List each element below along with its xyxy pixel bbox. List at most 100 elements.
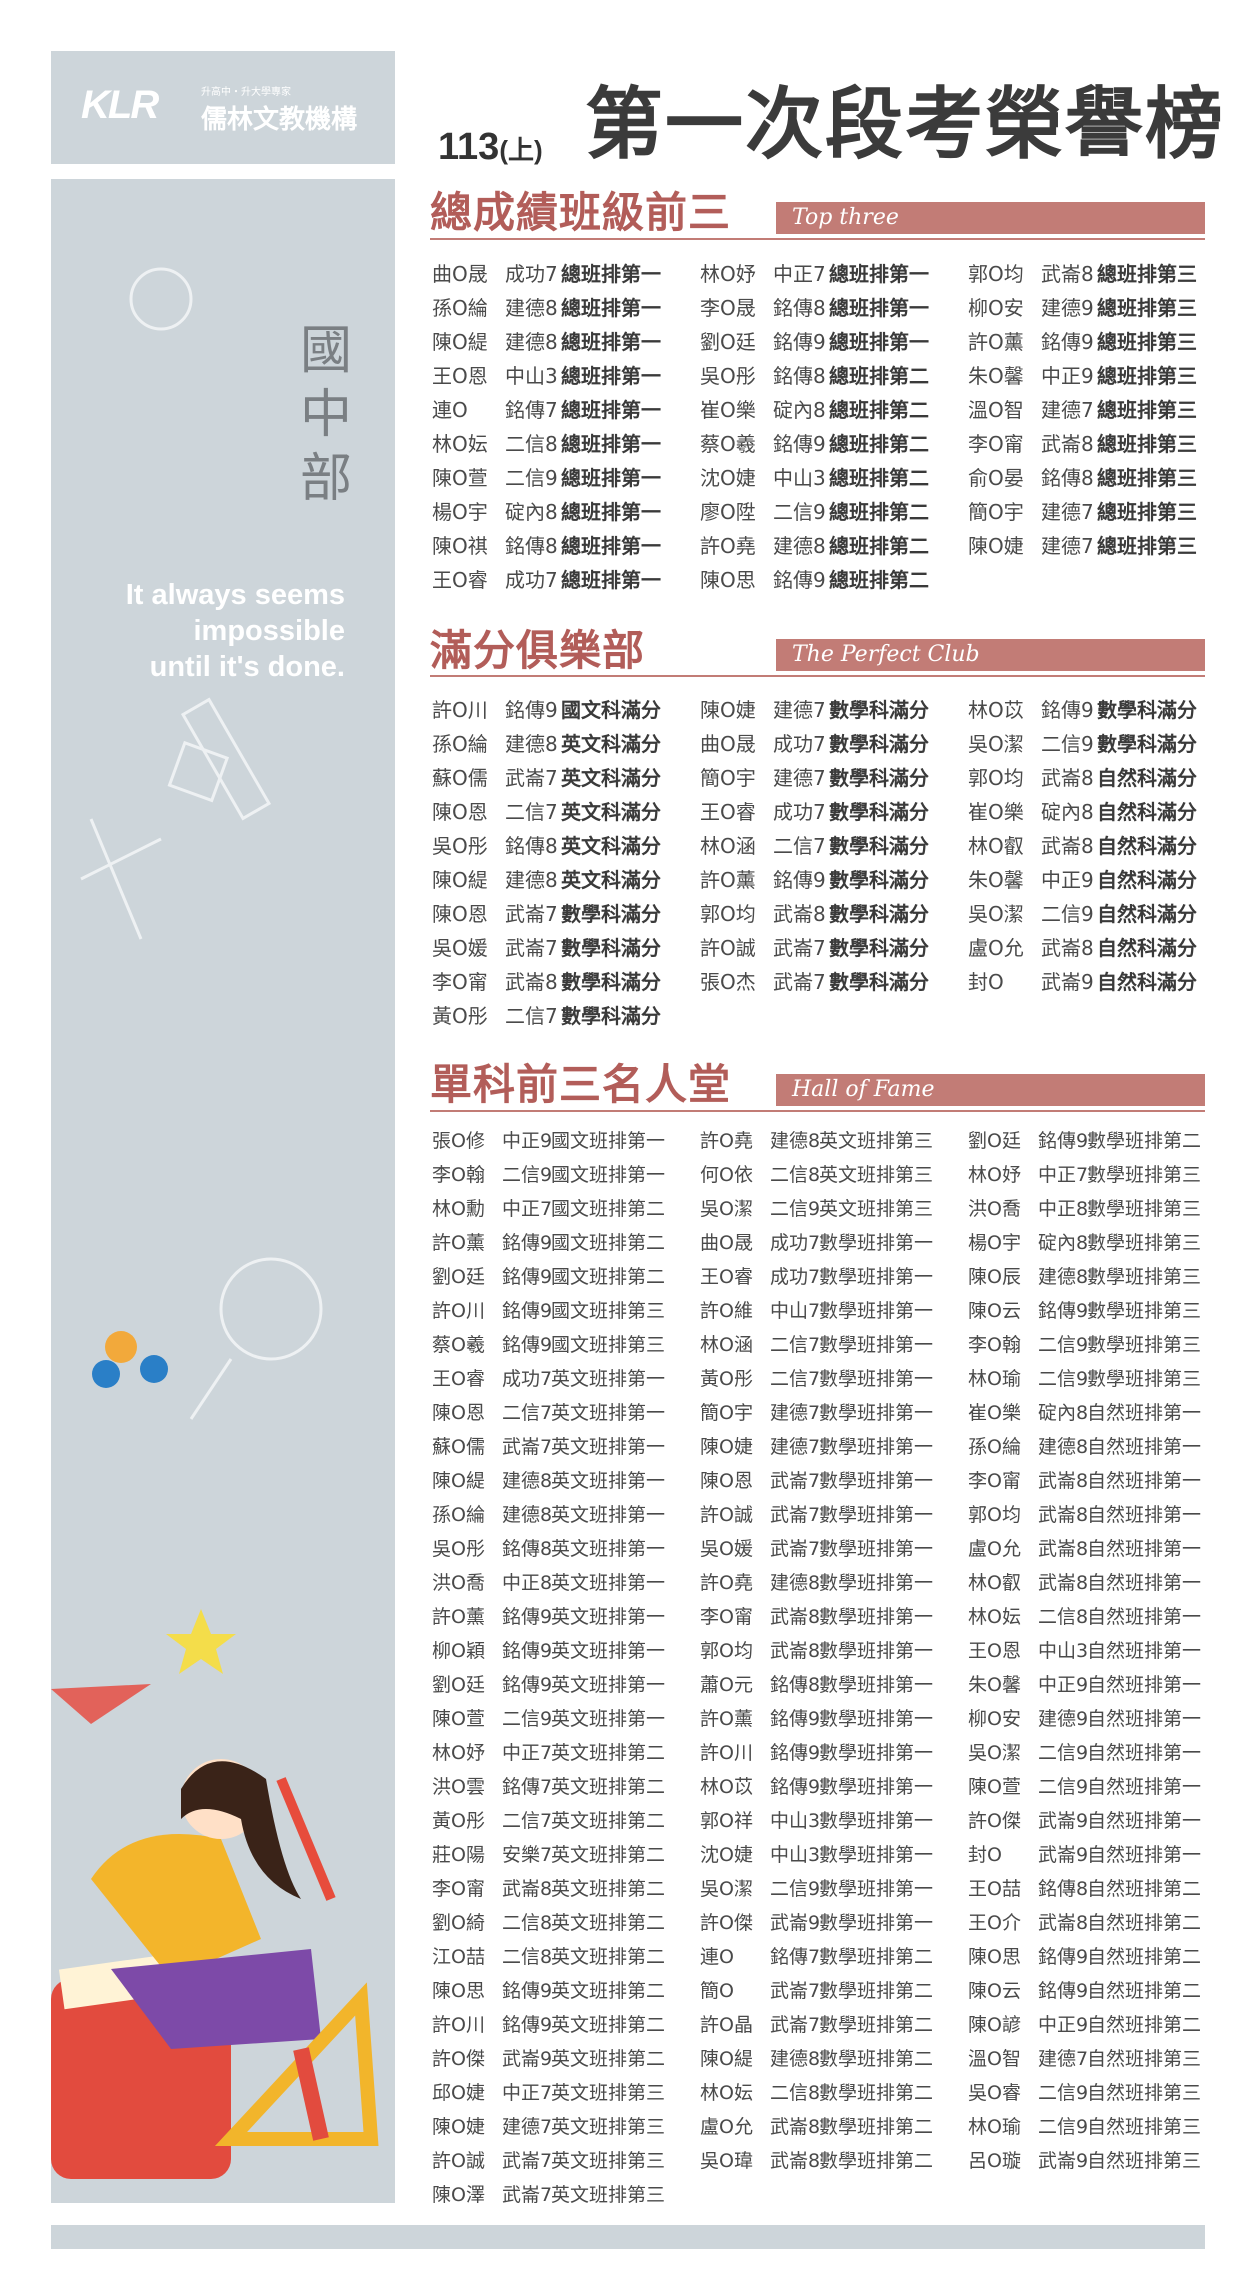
rank-label: 總班排第二	[829, 397, 929, 422]
list-item: 沈O婕 中山3 總班排第二	[700, 459, 968, 493]
student-name: 林O苡	[700, 1775, 753, 1798]
rank-label: 總班排第一	[561, 295, 661, 320]
list-item: 許O薰 銘傳9 數學科滿分	[700, 861, 968, 895]
student-name: 王O睿	[700, 799, 756, 824]
list-item: 崔O樂 碇內8 自然班排第一	[968, 1394, 1236, 1428]
school-class: 武崙8	[1041, 261, 1094, 286]
rank-label: 自然班排第一	[1087, 1605, 1202, 1628]
rank-label: 總班排第一	[561, 397, 661, 422]
student-name: 柳O安	[968, 1707, 1021, 1730]
list-item: 吳O睿 二信9 自然班排第三	[968, 2074, 1236, 2108]
bottom-bar	[51, 2225, 1205, 2249]
student-name: 崔O樂	[700, 397, 756, 422]
list-item: 劉O廷 銘傳9 總班排第一	[700, 323, 968, 357]
school-class: 建德8	[502, 1469, 553, 1492]
list-item: 陳O恩 二信7 英文班排第一	[432, 1394, 700, 1428]
school-class: 建德8	[1038, 1435, 1089, 1458]
rank-label: 數學班排第二	[819, 2081, 934, 2104]
rank-label: 英文班排第二	[551, 1979, 666, 2002]
student-name: 林O瑜	[968, 2115, 1021, 2138]
school-class: 成功7	[505, 567, 558, 592]
rank-label: 數學班排第三	[1087, 1367, 1202, 1390]
list-item: 陳O思 銘傳9 自然班排第二	[968, 1938, 1236, 1972]
list-item: 陳O云 銘傳9 數學班排第三	[968, 1292, 1236, 1326]
student-name: 李O甯	[968, 1469, 1021, 1492]
list-item: 盧O允 武崙8 自然班排第一	[968, 1530, 1236, 1564]
rank-label: 自然班排第三	[1087, 2115, 1202, 2138]
student-name: 郭O祥	[700, 1809, 753, 1832]
school-class: 銘傳9	[502, 2013, 553, 2036]
student-name: 許O川	[432, 2013, 485, 2036]
student-name: 許O晶	[700, 2013, 753, 2036]
student-name: 劉O廷	[700, 329, 756, 354]
student-name: 王O睿	[432, 567, 488, 592]
school-class: 建德8	[770, 1129, 821, 1152]
school-class: 二信9	[773, 499, 826, 524]
rank-label: 總班排第三	[1097, 261, 1197, 286]
school-class: 武崙9	[770, 1911, 821, 1934]
list-column: 郭O均 武崙8 總班排第三 柳O安 建德9 總班排第三 許O薰 銘傳9 總班排第三 朱O馨 中正9 總…	[968, 255, 1236, 595]
school-class: 二信7	[505, 1003, 558, 1028]
list-item: 王O喆 銘傳8 自然班排第二	[968, 1870, 1236, 1904]
student-name: 許O薰	[432, 1231, 485, 1254]
student-name: 張O修	[432, 1129, 485, 1152]
school-class: 武崙9	[1041, 969, 1094, 994]
student-name: 陳O諺	[968, 2013, 1021, 2036]
school-class: 武崙7	[770, 1979, 821, 2002]
school-class: 建德8	[770, 2047, 821, 2070]
rank-label: 總班排第一	[561, 465, 661, 490]
student-name: 吳O睿	[968, 2081, 1021, 2104]
top-three-list: 曲O晟 成功7 總班排第一 孫O綸 建德8 總班排第一 陳O緹 建德8 總班排第一 王O恩 中山3 總…	[432, 255, 1236, 595]
student-name: 洪O喬	[432, 1571, 485, 1594]
student-name: 朱O馨	[968, 363, 1024, 388]
rank-label: 英文班排第一	[551, 1401, 666, 1424]
quote-line: until it's done.	[149, 651, 345, 683]
student-name: 黃O彤	[432, 1003, 488, 1028]
student-name: 吳O瑋	[700, 2149, 753, 2172]
rank-label: 總班排第二	[829, 499, 929, 524]
rank-label: 數學班排第一	[819, 1435, 934, 1458]
student-name: 許O薰	[968, 329, 1024, 354]
student-name: 吳O潔	[968, 901, 1024, 926]
school-class: 二信9	[1038, 1367, 1089, 1390]
list-item: 許O川 銘傳9 英文班排第二	[432, 2006, 700, 2040]
list-item: 黃O彤 二信7 數學科滿分	[432, 997, 700, 1031]
rank-label: 數學科滿分	[829, 867, 929, 892]
rank-label: 數學班排第二	[819, 2047, 934, 2070]
school-class: 武崙8	[1041, 431, 1094, 456]
rank-label: 自然班排第一	[1087, 1741, 1202, 1764]
list-item: 盧O允 武崙8 數學班排第二	[700, 2108, 968, 2142]
rank-label: 自然科滿分	[1097, 901, 1197, 926]
rank-label: 數學班排第一	[819, 1809, 934, 1832]
rank-label: 數學班排第一	[819, 1537, 934, 1560]
list-item: 吳O潔 二信9 自然班排第一	[968, 1734, 1236, 1768]
school-class: 武崙9	[502, 2047, 553, 2070]
student-name: 蘇O儒	[432, 1435, 485, 1458]
list-item: 許O誠 武崙7 數學科滿分	[700, 929, 968, 963]
list-item: 林O妤 中正7 數學班排第三	[968, 1156, 1236, 1190]
student-name: 陳O緹	[432, 329, 488, 354]
list-item: 許O川 銘傳9 數學班排第一	[700, 1734, 968, 1768]
list-item: 吳O潔 二信9 自然科滿分	[968, 895, 1236, 929]
list-item: 陳O思 銘傳9 總班排第二	[700, 561, 968, 595]
school-class: 銘傳9	[505, 697, 558, 722]
student-name: 林O涵	[700, 1333, 753, 1356]
school-class: 武崙7	[770, 1469, 821, 1492]
rank-label: 數學班排第一	[819, 1367, 934, 1390]
student-name: 何O依	[700, 1163, 753, 1186]
student-name: 柳O穎	[432, 1639, 485, 1662]
school-class: 武崙8	[1041, 833, 1094, 858]
list-item: 簡O宇 建德7 總班排第三	[968, 493, 1236, 527]
rank-label: 自然班排第二	[1087, 1979, 1202, 2002]
list-item: 郭O均 武崙8 數學科滿分	[700, 895, 968, 929]
rank-label: 數學科滿分	[561, 969, 661, 994]
rank-label: 數學班排第三	[1087, 1265, 1202, 1288]
list-item: 郭O均 武崙8 總班排第三	[968, 255, 1236, 289]
school-class: 二信8	[505, 431, 558, 456]
student-name: 吳O潔	[700, 1197, 753, 1220]
school-class: 武崙8	[773, 901, 826, 926]
list-column: 林O苡 銘傳9 數學科滿分 吳O潔 二信9 數學科滿分 郭O均 武崙8 自然科滿分 崔O樂 碇內8 自…	[968, 691, 1236, 1031]
school-class: 銘傳8	[502, 1537, 553, 1560]
student-name: 崔O樂	[968, 1401, 1021, 1424]
list-item: 洪O喬 中正8 英文班排第一	[432, 1564, 700, 1598]
